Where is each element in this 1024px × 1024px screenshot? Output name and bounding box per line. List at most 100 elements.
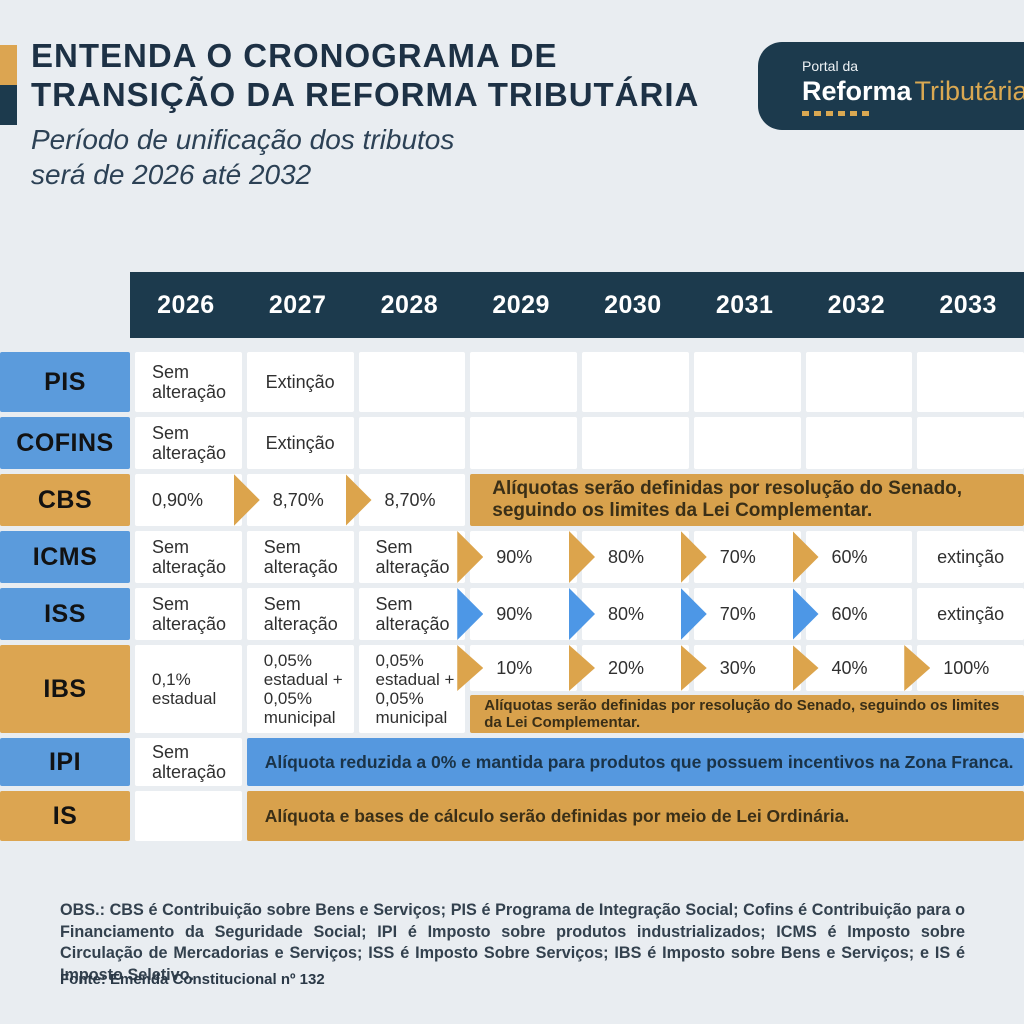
accent-navy [0, 85, 17, 125]
cell-cbs-2026: 0,90% [135, 474, 242, 526]
title-line1: ENTENDA O CRONOGRAMA DE [31, 37, 558, 74]
accent-gold [0, 45, 17, 85]
cell-ibs-2033: 100% [904, 645, 1024, 691]
cell-iss-2032: 60% [792, 588, 913, 640]
arrow-right-icon [457, 588, 484, 640]
arrow-right-icon [569, 588, 595, 640]
row-label-pis: PIS [0, 352, 130, 412]
cell-iss-2027: Sem alteração [246, 588, 354, 640]
cell-pis-2031-empty [693, 352, 801, 412]
cell-is-2026-empty [135, 791, 242, 841]
row-label-cbs: CBS [0, 474, 130, 526]
cell-ibs-2026: 0,1% estadual [135, 645, 242, 733]
cell-icms-2031: 70% [680, 531, 801, 583]
cell-cbs-2027: 8,70% [233, 474, 354, 526]
ibs-2030-value: 20% [608, 657, 645, 678]
iss-2030-value: 80% [608, 603, 645, 624]
iss-2029-value: 90% [496, 603, 533, 624]
arrow-right-icon [680, 531, 707, 583]
arrow-right-icon [680, 645, 707, 691]
cell-cofins-2030-empty [582, 417, 689, 469]
cell-cofins-2026: Sem alteração [135, 417, 242, 469]
row-label-ibs: IBS [0, 645, 130, 733]
arrow-right-icon [345, 474, 372, 526]
page-title: ENTENDA O CRONOGRAMA DE TRANSIÇÃO DA REF… [31, 36, 699, 114]
arrow-right-icon [792, 588, 819, 640]
iss-2031-value: 70% [719, 603, 756, 624]
page-subtitle: Período de unificação dos tributos será … [31, 122, 454, 192]
cell-icms-2028: Sem alteração [358, 531, 466, 583]
cbs-senado-banner: Alíquotas serão definidas por resolução … [470, 474, 1024, 526]
cell-iss-2029: 90% [457, 588, 577, 640]
cell-ibs-2031: 30% [680, 645, 801, 691]
icms-2032-value: 60% [831, 546, 868, 567]
row-label-is: IS [0, 791, 130, 841]
ibs-senado-banner: Alíquotas serão definidas por resolução … [470, 695, 1024, 733]
row-label-cofins: COFINS [0, 417, 130, 469]
source-line: Fonte: Emenda Constitucional nº 132 [60, 971, 325, 988]
cell-cbs-2028: 8,70% [345, 474, 466, 526]
cell-iss-2030: 80% [569, 588, 689, 640]
portal-reforma-tributaria-logo: Portal da Reforma Tributária [758, 42, 1024, 130]
cell-icms-2033: extinção [917, 531, 1024, 583]
accent-bar [0, 45, 17, 125]
cell-pis-2033-empty [917, 352, 1024, 412]
year-2033: 2033 [939, 290, 997, 319]
arrow-right-icon [792, 645, 819, 691]
arrow-right-icon [904, 645, 931, 691]
obs-footnote: OBS.: CBS é Contribuição sobre Bens e Se… [60, 901, 965, 984]
cell-pis-2029-empty [470, 352, 577, 412]
ibs-2032-value: 40% [831, 657, 868, 678]
cell-cofins-2033-empty [917, 417, 1024, 469]
iss-2032-value: 60% [831, 603, 868, 624]
row-label-iss: ISS [0, 588, 130, 640]
cell-ibs-2028: 0,05% estadual + 0,05% municipal [358, 645, 466, 733]
year-2027: 2027 [268, 290, 327, 319]
arrow-right-icon [569, 645, 595, 691]
cell-pis-2032-empty [805, 352, 913, 412]
cell-icms-2032: 60% [792, 531, 913, 583]
year-2028: 2028 [380, 290, 439, 319]
cell-cofins-2029-empty [470, 417, 577, 469]
logo-brand: Reforma Tributária [802, 76, 1024, 107]
subtitle-line2: será de 2026 até 2032 [31, 159, 312, 190]
row-ibs: IBS 0,1% estadual 0,05% estadual + 0,05%… [0, 645, 1024, 733]
row-label-icms: ICMS [0, 531, 130, 583]
row-label-ipi: IPI [0, 738, 130, 786]
cbs-banner-line2: seguindo os limites da Lei Complementar. [492, 500, 873, 521]
cell-pis-2026: Sem alteração [135, 352, 242, 412]
cell-pis-2028-empty [358, 352, 466, 412]
year-2029: 2029 [492, 290, 550, 319]
cbs-2028-value: 8,70% [384, 489, 436, 510]
cell-pis-2027: Extinção [246, 352, 354, 412]
icms-2031-value: 70% [719, 546, 756, 567]
arrow-right-icon [233, 474, 260, 526]
ibs-banner-line2: da Lei Complementar. [484, 714, 641, 731]
arrow-right-icon [457, 645, 484, 691]
year-2030: 2030 [604, 290, 662, 319]
cell-ibs-2032: 40% [792, 645, 913, 691]
cell-iss-2026: Sem alteração [135, 588, 242, 640]
arrow-right-icon [680, 588, 707, 640]
cell-pis-2030-empty [582, 352, 689, 412]
subtitle-line1: Período de unificação dos tributos [31, 124, 455, 155]
icms-2029-value: 90% [496, 546, 533, 567]
cell-cofins-2032-empty [805, 417, 913, 469]
year-2031: 2031 [715, 290, 774, 319]
cell-icms-2027: Sem alteração [246, 531, 354, 583]
cell-iss-2031: 70% [680, 588, 801, 640]
cell-cofins-2028-empty [358, 417, 466, 469]
ipi-zona-franca-banner: Alíquota reduzida a 0% e mantida para pr… [246, 738, 1024, 786]
cbs-2027-value: 8,70% [272, 489, 324, 510]
cell-iss-2033: extinção [917, 588, 1024, 640]
arrow-right-icon [792, 531, 819, 583]
year-2026: 2026 [157, 290, 215, 319]
table-year-header: 2026 2027 2028 2029 2030 2031 2032 2033 [130, 272, 1024, 338]
cell-icms-2030: 80% [569, 531, 689, 583]
logo-brand-light: Tributária [914, 76, 1024, 106]
year-2032: 2032 [827, 290, 886, 319]
cell-cofins-2027: Extinção [246, 417, 354, 469]
cell-icms-2029: 90% [457, 531, 577, 583]
logo-dotted-line [802, 111, 872, 116]
